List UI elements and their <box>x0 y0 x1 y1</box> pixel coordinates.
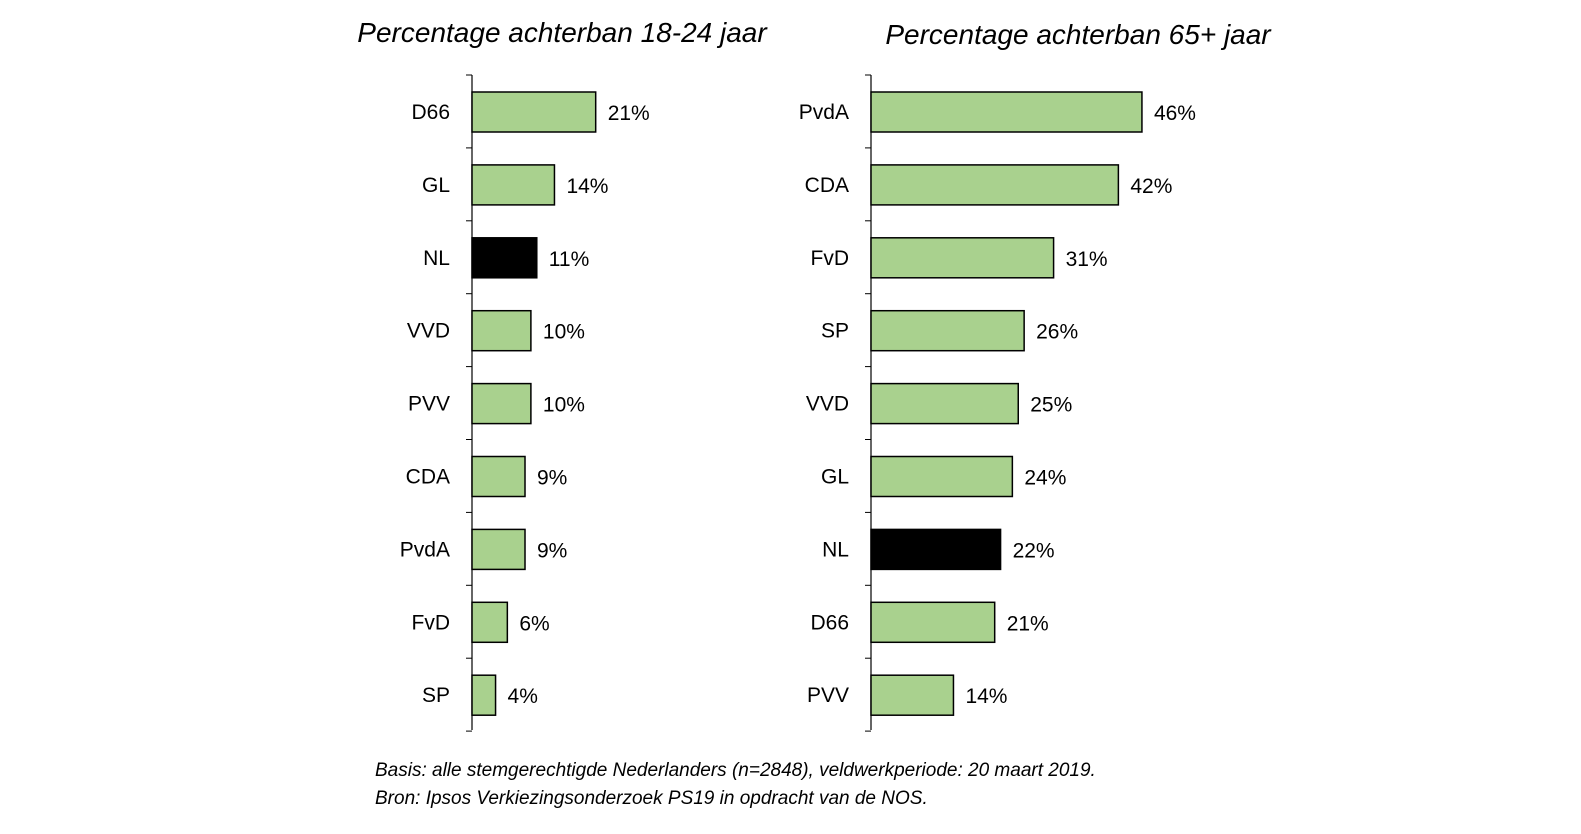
bar-vvd <box>471 309 532 352</box>
value-label-vvd: 10% <box>543 321 585 344</box>
value-label-d66: 21% <box>1007 612 1049 635</box>
category-label-pvv: PVV <box>807 684 849 707</box>
chart-title: Percentage achterban 18-24 jaar <box>357 17 768 48</box>
category-label-d66: D66 <box>411 101 450 124</box>
category-label-pvv: PVV <box>408 393 450 416</box>
category-label-pvda: PvdA <box>400 538 450 561</box>
chart-18-24: Percentage achterban 18-24 jaar D66 21% GL 1… <box>357 17 768 732</box>
bar-pvv <box>870 674 955 716</box>
category-label-sp: SP <box>422 684 450 707</box>
category-label-vvd: VVD <box>806 393 849 416</box>
bar-nl <box>870 528 1002 571</box>
bar-pvda <box>870 91 1143 133</box>
value-label-gl: 14% <box>566 175 608 198</box>
bar-cda <box>471 455 526 498</box>
value-label-cda: 9% <box>537 467 567 490</box>
category-label-cda: CDA <box>406 466 450 489</box>
category-label-nl: NL <box>423 247 450 270</box>
bar-gl <box>870 455 1014 498</box>
value-label-sp: 4% <box>508 685 538 708</box>
category-label-fvd: FvD <box>412 611 451 634</box>
bar-gl <box>471 164 556 206</box>
value-label-nl: 11% <box>549 248 589 271</box>
category-label-gl: GL <box>821 466 849 489</box>
value-label-fvd: 6% <box>519 612 549 635</box>
value-label-gl: 24% <box>1024 467 1066 490</box>
category-label-nl: NL <box>822 538 849 561</box>
bar-cda <box>870 164 1120 206</box>
value-label-fvd: 31% <box>1066 248 1108 271</box>
value-label-pvv: 14% <box>965 685 1007 708</box>
category-label-fvd: FvD <box>811 247 850 270</box>
category-label-gl: GL <box>422 174 450 197</box>
footnote-source: Bron: Ipsos Verkiezingsonderzoek PS19 in… <box>375 788 928 809</box>
chart-title: Percentage achterban 65+ jaar <box>885 19 1272 50</box>
value-label-sp: 26% <box>1036 321 1078 344</box>
value-label-pvda: 46% <box>1154 102 1196 125</box>
category-label-vvd: VVD <box>407 320 450 343</box>
bar-d66 <box>471 91 597 133</box>
category-label-pvda: PvdA <box>799 101 849 124</box>
value-label-pvv: 10% <box>543 394 585 417</box>
bar-pvv <box>471 382 532 425</box>
category-label-sp: SP <box>821 320 849 343</box>
value-label-vvd: 25% <box>1030 394 1072 417</box>
bar-sp <box>870 309 1025 352</box>
bar-fvd <box>471 601 509 644</box>
value-label-nl: 22% <box>1013 539 1055 562</box>
category-label-d66: D66 <box>810 611 849 634</box>
bar-d66 <box>870 601 996 644</box>
value-label-pvda: 9% <box>537 539 567 562</box>
bar-pvda <box>471 528 526 571</box>
bar-fvd <box>870 237 1055 279</box>
footnote-basis: Basis: alle stemgerechtigde Nederlanders… <box>375 760 1096 781</box>
category-label-cda: CDA <box>805 174 849 197</box>
value-label-cda: 42% <box>1130 175 1172 198</box>
bar-sp <box>471 674 497 716</box>
bar-nl <box>471 237 538 279</box>
value-label-d66: 21% <box>608 102 650 125</box>
chart-65-plus: Percentage achterban 65+ jaar PvdA 46% CDA 4… <box>799 19 1272 732</box>
bar-vvd <box>870 382 1019 425</box>
